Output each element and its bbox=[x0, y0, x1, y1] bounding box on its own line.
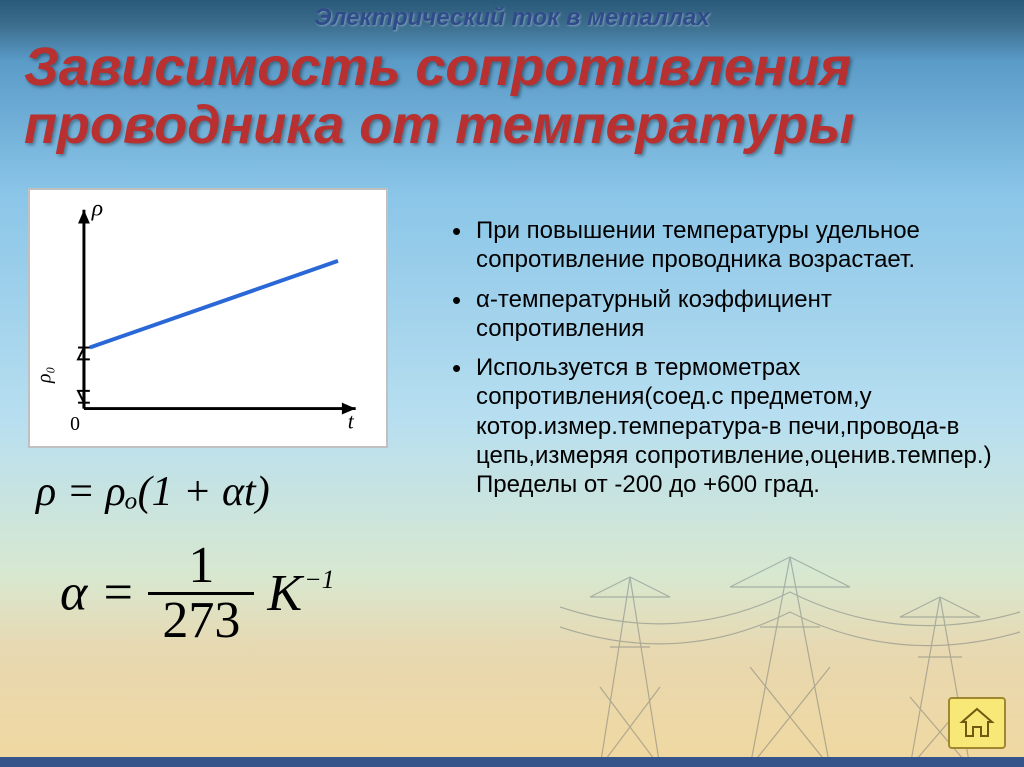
unit-exp: −1 bbox=[304, 565, 335, 594]
origin-label: 0 bbox=[70, 413, 80, 435]
bullet-item: При повышении температуры удельное сопро… bbox=[448, 216, 994, 275]
alpha-denominator: 273 bbox=[148, 595, 254, 647]
formula-rho: ρ = ρₒ(1 + αt) bbox=[36, 468, 270, 516]
bullet-item: α-температурный коэффициент сопротивлени… bbox=[448, 285, 994, 344]
alpha-lhs: α = bbox=[60, 565, 135, 622]
unit-k: K bbox=[267, 565, 302, 622]
slide-title: Зависимость сопротивления проводника от … bbox=[24, 38, 1000, 155]
bullet-list: При повышении температуры удельное сопро… bbox=[448, 216, 994, 509]
home-icon bbox=[959, 707, 995, 739]
home-button[interactable] bbox=[948, 697, 1006, 749]
formula-alpha: α = 1 273 K−1 bbox=[60, 540, 333, 647]
intercept-label: ρ₀ bbox=[33, 367, 55, 384]
bottom-border bbox=[0, 757, 1024, 767]
section-header: Электрический ток в металлах bbox=[0, 4, 1024, 32]
x-axis-label: t bbox=[348, 409, 355, 433]
resistivity-chart: ρ t ρ₀ 0 bbox=[28, 188, 388, 448]
alpha-numerator: 1 bbox=[148, 540, 254, 595]
y-axis-label: ρ bbox=[91, 196, 103, 222]
chart-svg: ρ t ρ₀ 0 bbox=[30, 190, 386, 446]
bullet-item: Используется в термометрах сопротивления… bbox=[448, 353, 994, 499]
title-line-1: Зависимость сопротивления bbox=[24, 37, 851, 97]
alpha-fraction: 1 273 bbox=[148, 540, 254, 647]
title-line-2: проводника от температуры bbox=[24, 95, 854, 155]
alpha-unit: K−1 bbox=[267, 565, 332, 622]
